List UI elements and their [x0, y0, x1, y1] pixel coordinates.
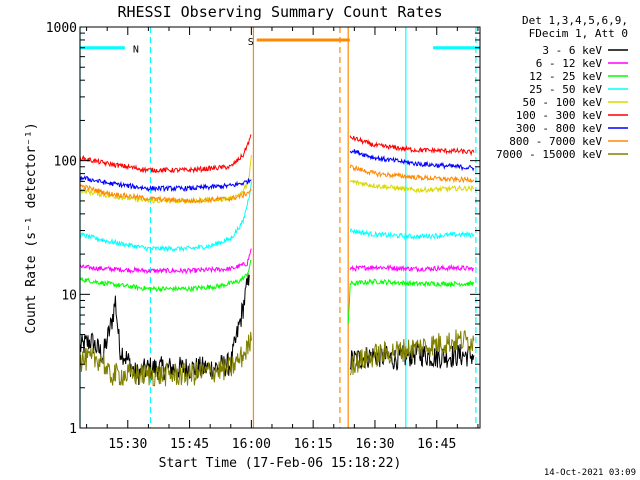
axis-ticks: 15:30 15:45 16:00 16:15 16:30 16:45 1 10 100 1000	[46, 21, 480, 452]
legend-header-0: Det 1,3,4,5,6,9,	[522, 14, 628, 27]
series-line-7-0	[79, 183, 252, 205]
series-line-1-0	[79, 248, 252, 275]
y-axis-label: Count Rate (s⁻¹ detector⁻¹)	[24, 122, 39, 333]
series-line-0-1	[349, 342, 475, 371]
legend-label-6: 300 - 800 keV	[516, 122, 602, 135]
y-tick-label-3: 1000	[46, 21, 77, 36]
y-tick-label-2: 100	[54, 155, 77, 170]
series-line-5-1	[349, 135, 475, 157]
x-tick-label-4: 16:30	[355, 437, 394, 452]
series-line-8-1	[349, 329, 475, 376]
series-line-2-1	[347, 278, 475, 324]
series-line-1-1	[349, 263, 475, 273]
x-tick-label-5: 16:45	[417, 437, 456, 452]
x-tick-label-3: 16:15	[294, 437, 333, 452]
state-bars: NS	[80, 37, 480, 56]
state-bar-label-2: S	[248, 37, 254, 48]
legend-label-5: 100 - 300 keV	[516, 109, 602, 122]
legend-label-2: 12 - 25 keV	[529, 70, 602, 83]
series-line-3-1	[349, 228, 475, 241]
plot-frame	[79, 26, 481, 429]
legend-label-8: 7000 - 15000 keV	[496, 148, 602, 161]
legend-label-7: 800 - 7000 keV	[509, 135, 602, 148]
legend-label-0: 3 - 6 keV	[542, 44, 602, 57]
y-tick-label-0: 1	[69, 422, 77, 437]
series-line-3-0	[79, 181, 252, 253]
x-tick-label-0: 15:30	[108, 437, 147, 452]
x-tick-label-2: 16:00	[232, 437, 271, 452]
legend-label-3: 25 - 50 keV	[529, 83, 602, 96]
series-line-0-0	[79, 272, 250, 386]
legend-header-1: FDecim 1, Att 0	[529, 27, 628, 40]
series-line-4-1	[349, 179, 475, 194]
series-line-7-1	[349, 164, 475, 184]
x-axis-label: Start Time (17-Feb-06 15:18:22)	[159, 456, 402, 471]
series-line-6-0	[79, 175, 252, 193]
series-lines	[79, 134, 475, 387]
series-line-4-0	[79, 155, 252, 204]
series-line-6-1	[349, 149, 475, 172]
chart-title: RHESSI Observing Summary Count Rates	[117, 3, 442, 21]
state-bar-label-0: N	[133, 45, 139, 56]
y-tick-label-1: 10	[61, 288, 77, 303]
legend-label-1: 6 - 12 keV	[536, 57, 603, 70]
legend: Det 1,3,4,5,6,9,FDecim 1, Att 0 3 - 6 keV…	[496, 14, 628, 161]
legend-label-4: 50 - 100 keV	[523, 96, 603, 109]
series-line-5-0	[79, 134, 252, 174]
series-line-2-0	[79, 259, 252, 293]
x-tick-label-1: 15:45	[170, 437, 209, 452]
vertical-markers	[79, 27, 477, 428]
footer-timestamp: 14-Oct-2021 03:09	[544, 468, 636, 478]
series-line-8-0	[79, 331, 252, 387]
